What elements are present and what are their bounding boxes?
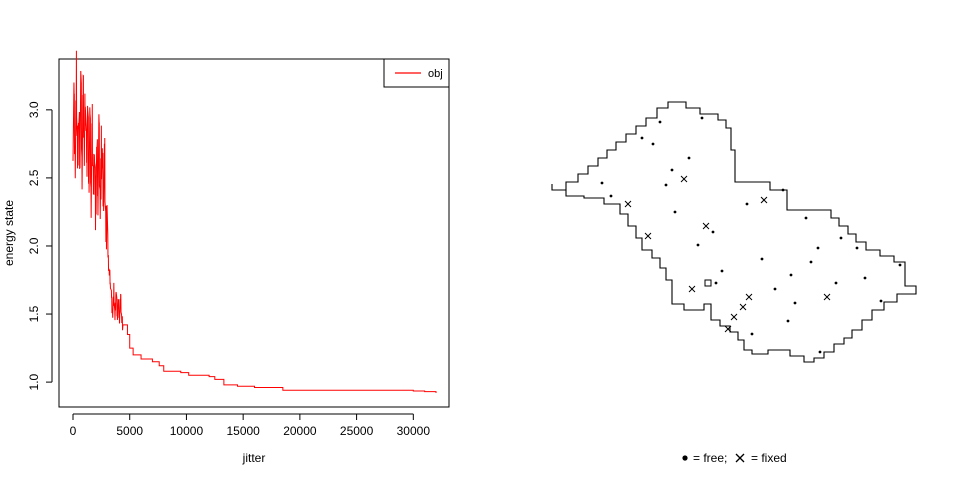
free-point [773,287,777,291]
free-point [789,273,793,277]
free-point [879,299,883,303]
fixed-point [745,293,753,301]
legend-free-label: = free; [693,451,727,465]
x-tick-label: 0 [70,424,77,438]
free-point [818,350,822,354]
free-point [664,183,668,187]
y-axis-label: energy state [2,200,16,266]
x-axis-label: jitter [242,451,266,465]
free-point [809,260,813,264]
free-point [786,319,790,323]
free-point [793,301,797,305]
free-point [781,188,785,192]
free-point [670,168,674,172]
energy-line-chart: 0 5000 10000 15000 20000 25000 30000 1.0 1.5 2.0… [2,50,450,465]
series-obj-noisy-line [72,50,124,331]
legend: obj [383,58,450,88]
x-tick-label: 15000 [226,424,260,438]
x-tick-label: 30000 [397,424,431,438]
y-tick-label: 2.5 [27,169,41,186]
fixed-point [724,325,732,333]
region-boundary [551,101,917,363]
y-tick-label: 3.0 [27,101,41,118]
fixed-point [823,293,831,301]
y-tick-label: 1.5 [27,305,41,322]
free-point [687,156,691,160]
free-points [600,116,902,354]
series-obj [72,50,437,393]
y-tick-label: 2.0 [27,237,41,254]
fixed-point [730,313,738,321]
free-point [834,281,838,285]
fixed-point [688,285,696,293]
free-point [839,236,843,240]
x-tick-label: 25000 [340,424,374,438]
free-point [855,246,859,250]
free-point [760,257,764,261]
x-tick-label: 10000 [170,424,204,438]
fixed-point [624,200,632,208]
free-point [609,194,613,198]
free-point [640,136,644,140]
free-point [898,263,902,267]
free-point [720,269,724,273]
plot-frame [58,58,450,408]
free-point [600,181,604,185]
free-point [651,142,655,146]
free-point [711,230,715,234]
free-point [745,202,749,206]
x-tick-label: 5000 [116,424,143,438]
points-map: = free; = fixed [551,101,917,465]
free-point [673,210,677,214]
free-point [714,281,718,285]
legend-label-obj: obj [428,68,443,80]
fixed-point [702,222,710,230]
fixed-point [739,303,747,311]
y-axis: 1.0 1.5 2.0 2.5 3.0 [27,101,53,390]
free-dot-icon [682,455,688,461]
x-axis: 0 5000 10000 15000 20000 25000 30000 [70,413,431,438]
free-point [804,216,808,220]
y-tick-label: 1.0 [27,373,41,390]
points-legend: = free; = fixed [682,451,787,465]
fixed-cross-icon [735,453,745,463]
legend-fixed-label: = fixed [751,451,787,465]
fixed-point [680,175,688,183]
free-point [700,116,704,120]
fixed-points [624,175,831,333]
free-point [696,243,700,247]
fixed-point [760,196,768,204]
small-square-marker [704,279,712,287]
free-point [750,332,754,336]
free-point [658,120,662,124]
free-point [816,246,820,250]
x-tick-label: 20000 [283,424,317,438]
free-point [863,276,867,280]
series-obj-step-line [122,324,437,393]
fixed-point [644,232,652,240]
